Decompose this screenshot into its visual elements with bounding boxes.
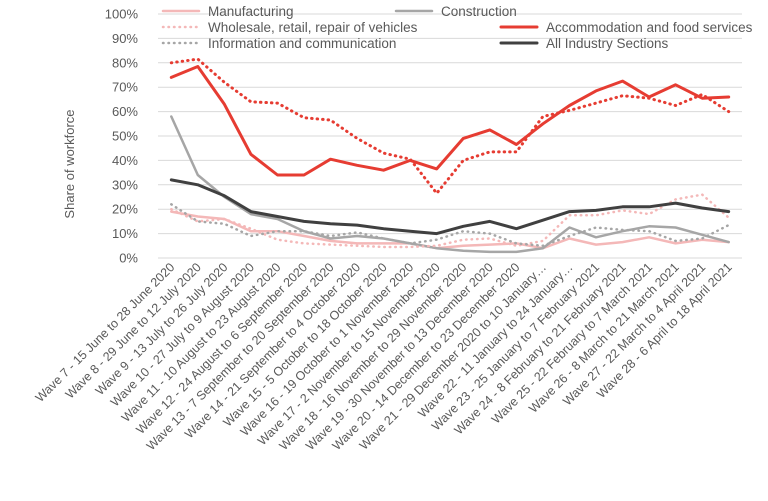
legend-item: Construction — [394, 4, 517, 19]
legend-item: Accommodation and food services — [499, 20, 753, 35]
legend-item: All Industry Sections — [499, 36, 669, 51]
y-tick-label: 80% — [112, 55, 138, 70]
y-tick-label: 100% — [105, 7, 139, 22]
legend-label: Wholesale, retail, repair of vehicles — [208, 20, 418, 35]
y-tick-label: 70% — [112, 80, 138, 95]
y-tick-label: 10% — [112, 226, 138, 241]
series-line-manufacturing — [170, 210, 730, 250]
legend-label: Information and communication — [208, 36, 396, 51]
y-tick-label: 50% — [112, 129, 138, 144]
y-tick-label: 90% — [112, 31, 138, 46]
series-line-wholesale-retail-repair-of-vehicles — [170, 193, 730, 249]
series-line-construction — [170, 115, 730, 254]
y-tick-label: 40% — [112, 153, 138, 168]
legend-item: Wholesale, retail, repair of vehicles — [161, 20, 418, 35]
legend-label: Accommodation and food services — [546, 20, 753, 35]
legend-label: Manufacturing — [208, 4, 294, 19]
gridlines — [158, 13, 742, 259]
series-line-information-and-communication — [170, 203, 730, 248]
legend-item: Manufacturing — [161, 4, 294, 19]
y-tick-label: 30% — [112, 177, 138, 192]
y-axis-ticks: 0% 10% 20% 30% 40% 50% 60% 70% 80% 90% 100% — [105, 7, 139, 266]
series-line-all-industry-sections — [169, 178, 731, 236]
y-tick-label: 60% — [112, 104, 138, 119]
legend: Manufacturing Construction Wholesale, reta… — [161, 4, 753, 51]
series-lines — [169, 57, 731, 254]
series-line-accommodation-and-food-services — [169, 65, 731, 177]
legend-item: Information and communication — [161, 36, 396, 51]
y-tick-label: 0% — [119, 251, 138, 266]
y-axis-label: Share of workforce — [62, 109, 77, 218]
y-tick-label: 20% — [112, 202, 138, 217]
legend-label: Construction — [441, 4, 517, 19]
legend-label: All Industry Sections — [546, 36, 669, 51]
series-line-accommodation-and-food-services-dotted — [169, 57, 731, 195]
